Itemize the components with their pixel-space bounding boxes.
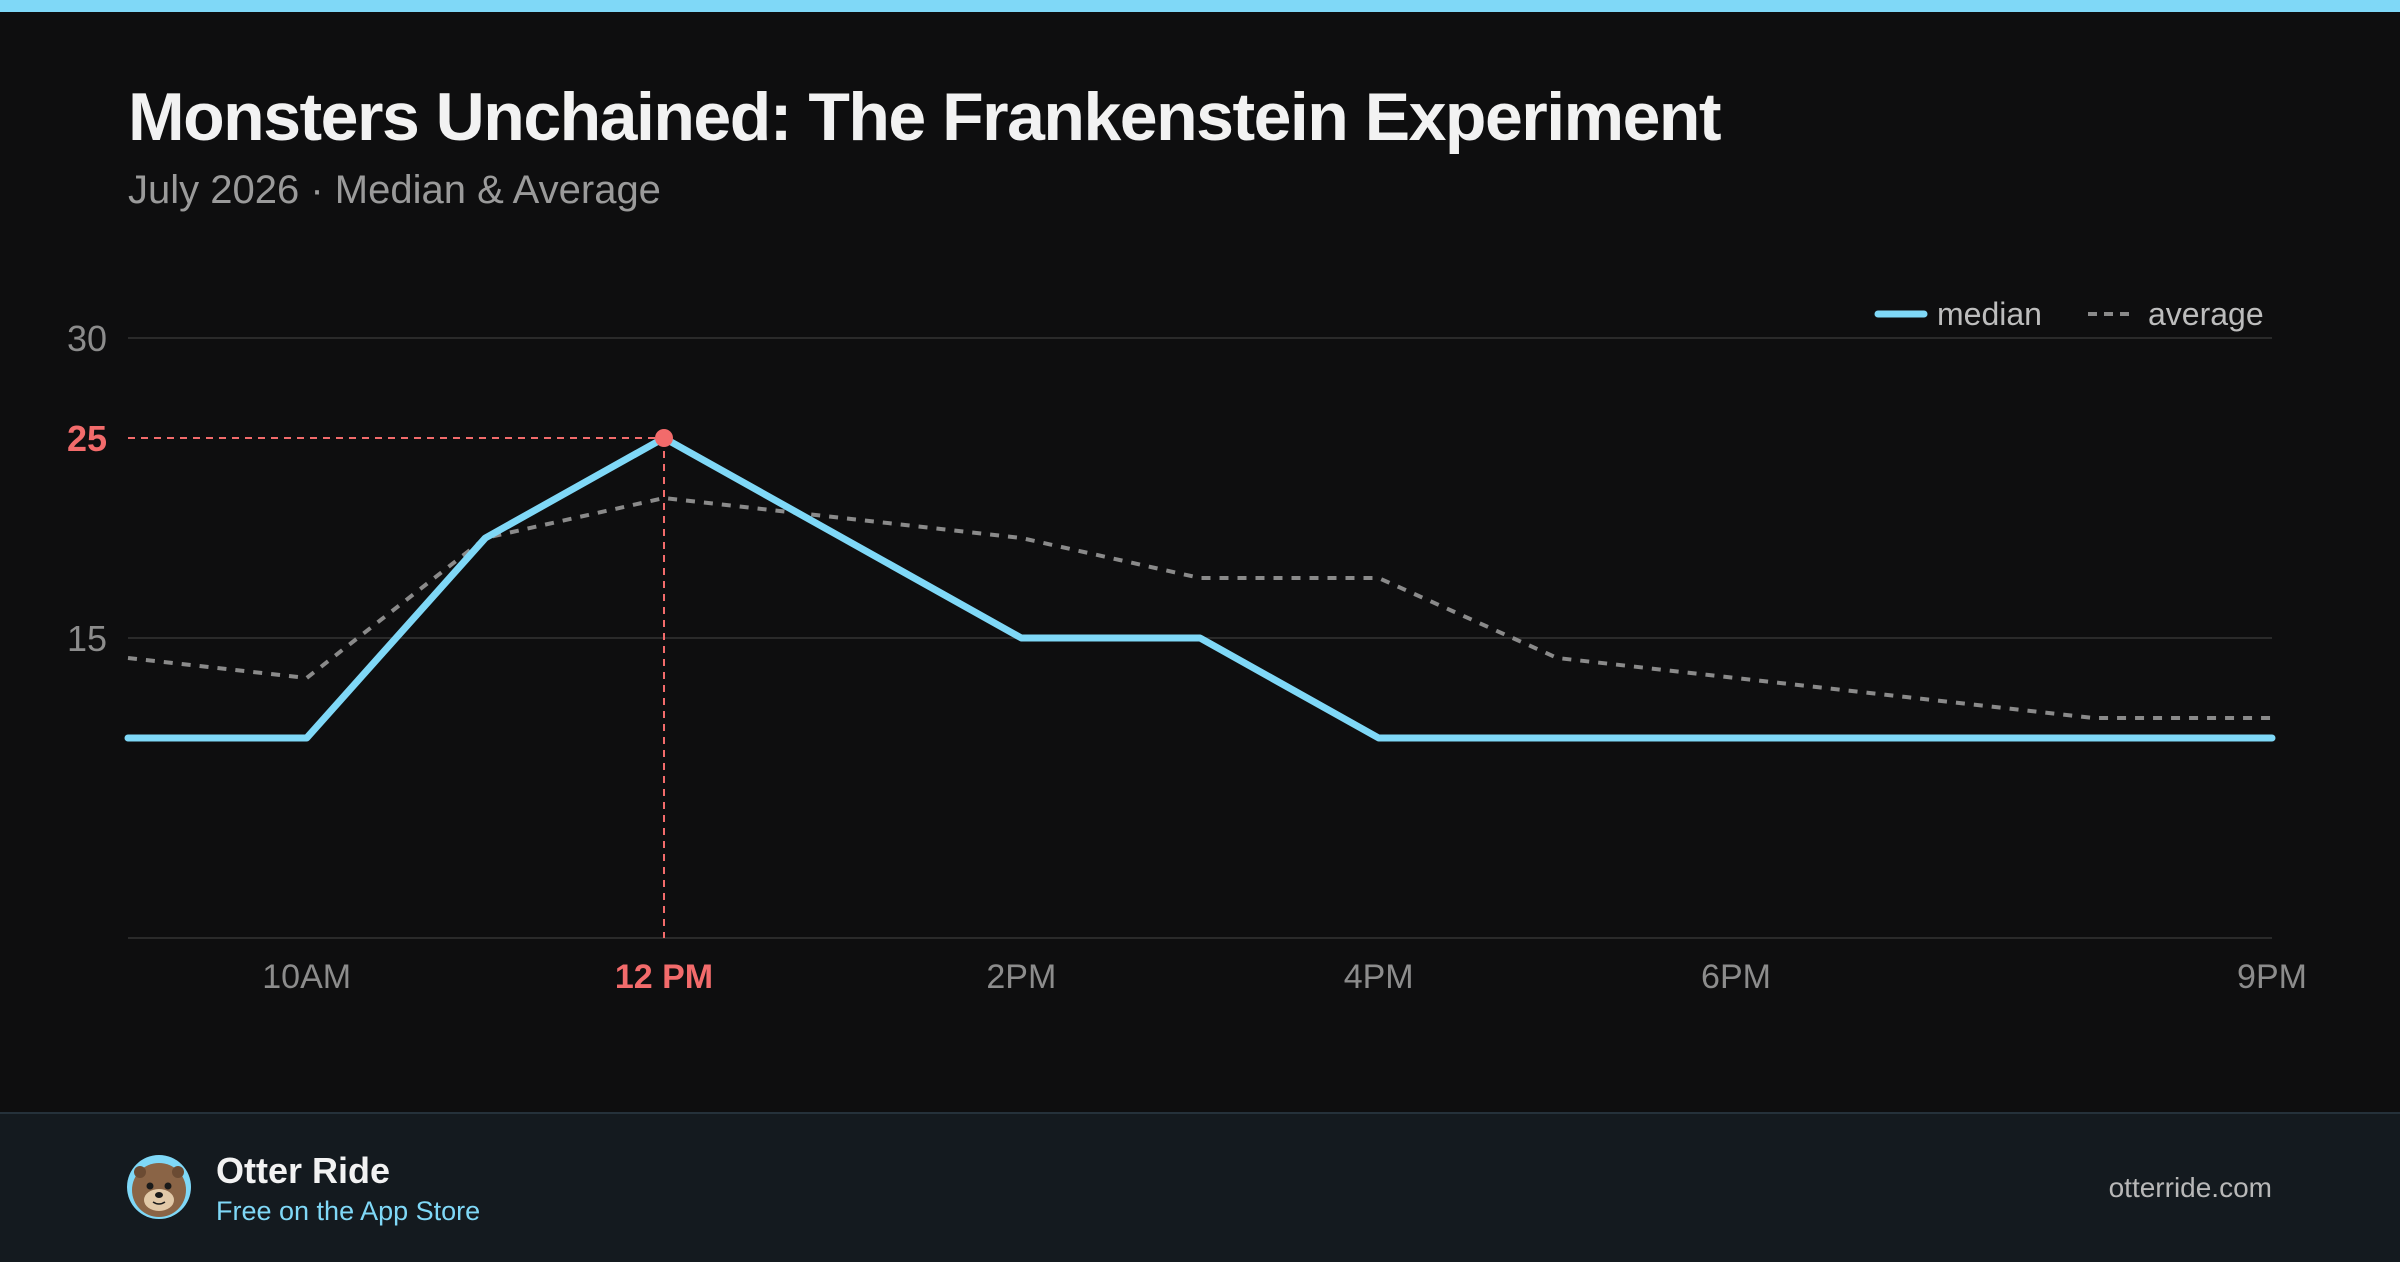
x-tick-label: 4PM [1344,958,1414,996]
otter-icon [127,1155,191,1219]
legend-label-median: median [1937,296,2042,332]
series-line-median [124,434,2276,742]
legend-label-average: average [2148,296,2264,332]
y-tick-label: 30 [67,318,107,359]
x-tick-label: 10AM [262,958,351,996]
highlight-point [655,429,673,447]
x-tick-label: 9PM [2237,958,2307,996]
chart-title: Monsters Unchained: The Frankenstein Exp… [128,79,1722,155]
x-tick-label: 6PM [1701,958,1771,996]
brand-name: Otter Ride [216,1150,391,1191]
line-chart: 15 30 10AM 12 PM 2PM 4PM 6PM 9PM 25 median average [67,296,2307,996]
brand-tagline[interactable]: Free on the App Store [216,1196,481,1226]
site-link[interactable]: otterride.com [2108,1172,2272,1203]
x-tick-label: 2PM [986,958,1056,996]
x-tick-label: 12 PM [615,958,713,996]
highlight-value-label: 25 [67,418,107,459]
series-line-average [127,496,2272,720]
footer: Otter Ride Free on the App Store otterri… [0,1112,2400,1262]
chart-subtitle: July 2026 · Median & Average [128,168,661,212]
top-accent-bar [0,0,2400,12]
y-tick-label: 15 [67,618,107,659]
